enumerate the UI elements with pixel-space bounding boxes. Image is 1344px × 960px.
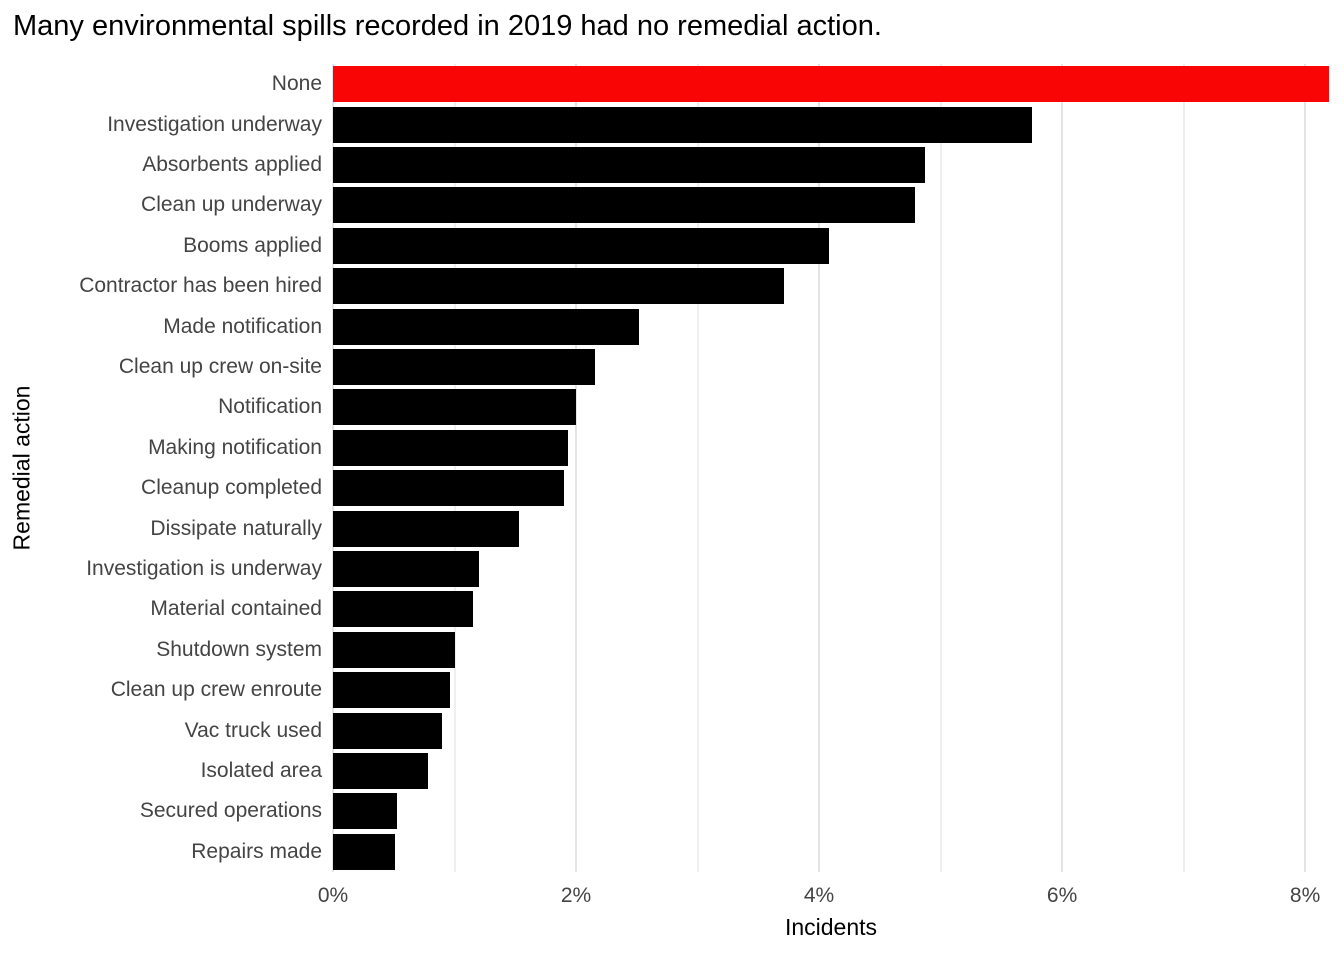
category-label: Vac truck used: [184, 718, 322, 742]
chart-title: Many environmental spills recorded in 20…: [13, 10, 882, 42]
category-label: Clean up underway: [141, 193, 322, 217]
bar-booms-applied: [333, 227, 829, 264]
category-label: Cleanup completed: [141, 476, 322, 500]
category-label: Clean up crew on-site: [118, 354, 322, 378]
gridline: [939, 64, 942, 872]
category-label: Secured operations: [139, 799, 322, 823]
bar-contractor-has-been-hired: [333, 268, 784, 305]
category-label: Repairs made: [191, 839, 322, 863]
category-label: Investigation is underway: [86, 556, 322, 580]
bar-absorbents-applied: [333, 147, 925, 183]
bar-clean-up-crew-on-site: [333, 349, 596, 385]
category-axis-labels: None Investigation underway Absorbents app…: [0, 64, 322, 872]
bar-cleanup-completed: [333, 470, 564, 507]
x-tick-label: 0%: [317, 884, 349, 907]
bar-none: [333, 66, 1330, 103]
x-tick-label: 8%: [1289, 884, 1321, 907]
bar-making-notification: [333, 429, 568, 466]
category-label: Shutdown system: [156, 637, 322, 661]
category-label: Material contained: [150, 597, 322, 621]
category-label: Making notification: [148, 435, 322, 459]
category-label: Contractor has been hired: [79, 274, 322, 298]
bar-clean-up-crew-enroute: [333, 672, 450, 709]
category-label: Clean up crew enroute: [110, 678, 322, 702]
bar-shutdown-system: [333, 631, 455, 668]
plot-area: [332, 64, 1344, 872]
bar-material-contained: [333, 591, 473, 628]
category-label: Isolated area: [200, 758, 322, 782]
gridline: [332, 64, 334, 872]
bar-investigation-is-underway: [333, 551, 479, 587]
bar-notification: [333, 389, 577, 426]
bar-dissipate-naturally: [333, 510, 519, 547]
gridline: [818, 64, 821, 872]
x-tick-label: 4%: [803, 884, 835, 907]
x-axis-tick-labels: 0% 2% 4% 6% 8%: [0, 882, 1344, 910]
category-label: None: [271, 72, 322, 96]
x-tick-label: 6%: [1046, 884, 1078, 907]
category-label: Dissipate naturally: [150, 516, 322, 540]
bar-investigation-underway: [333, 106, 1032, 143]
category-label: Investigation underway: [107, 112, 322, 136]
bar-isolated-area: [333, 753, 428, 789]
category-label: Made notification: [163, 314, 322, 338]
category-label: Notification: [218, 395, 322, 419]
bar-repairs-made: [333, 833, 395, 870]
gridline: [575, 64, 578, 872]
gridline: [1182, 64, 1185, 872]
gridline: [453, 64, 456, 872]
category-label: Booms applied: [183, 233, 322, 257]
gridline: [1304, 64, 1307, 872]
bar-clean-up-underway: [333, 187, 916, 224]
x-tick-label: 2%: [560, 884, 592, 907]
category-label: Absorbents applied: [142, 152, 322, 176]
gridline: [696, 64, 699, 872]
bar-made-notification: [333, 308, 640, 345]
bar-secured-operations: [333, 793, 398, 830]
bar-vac-truck-used: [333, 712, 443, 749]
x-axis-title: Incidents: [784, 914, 878, 940]
gridline: [1061, 64, 1064, 872]
